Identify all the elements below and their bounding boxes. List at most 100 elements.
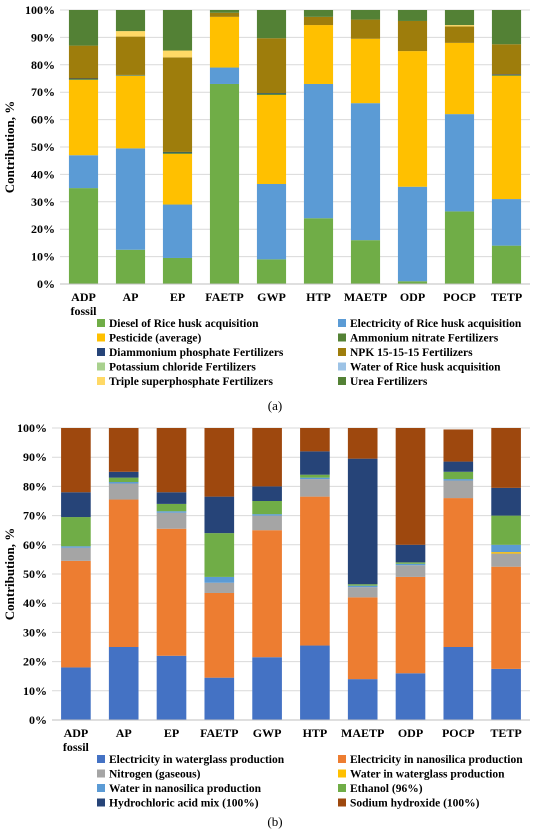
bar-a-4-0 — [256, 259, 287, 284]
bar-b-8-5 — [443, 471, 474, 480]
bar-a-1-0 — [115, 249, 146, 284]
x-tick-label-b-4-0: GWP — [253, 726, 282, 740]
bar-b-6-7 — [347, 428, 378, 459]
legend-swatch-b-0 — [97, 755, 105, 763]
y-tick-label-a-6: 60% — [31, 113, 55, 127]
bar-b-0-5 — [61, 517, 91, 547]
bar-b-6-0 — [347, 679, 378, 720]
x-tick-label-b-3-0: FAETP — [200, 726, 238, 740]
bar-a-9-0 — [491, 245, 522, 284]
bar-a-3-0 — [209, 83, 240, 284]
bar-b-4-6 — [252, 486, 282, 501]
bar-a-9-2 — [491, 75, 522, 200]
bar-a-4-9 — [256, 10, 287, 39]
bar-a-6-2 — [350, 38, 381, 104]
legend-swatch-a-1 — [338, 319, 346, 327]
bar-a-1-1 — [115, 148, 146, 250]
bar-b-5-7 — [300, 428, 330, 452]
y-tick-label-a-8: 80% — [31, 58, 55, 72]
bar-b-0-6 — [61, 492, 91, 518]
x-tick-label-a-8-0: POCP — [443, 290, 476, 304]
legend-label-b-0: Electricity in waterglass production — [109, 754, 285, 766]
bar-b-1-0 — [108, 647, 139, 720]
legend-label-b-7: Sodium hydroxide (100%) — [350, 798, 480, 810]
bar-b-4-1 — [252, 530, 282, 658]
legend-swatch-a-6 — [97, 362, 105, 371]
bar-a-0-2 — [68, 79, 99, 156]
bar-a-0-5 — [68, 45, 99, 79]
bar-b-0-7 — [61, 428, 91, 493]
bar-b-4-0 — [252, 657, 282, 720]
chart-panel-a: 0% 10% 20% 30% 40% 50% 60% 70% 80% 90% 100% ADPfoss… — [2, 3, 530, 413]
legend-label-b-4: Water in nanosilica production — [109, 783, 262, 795]
bar-b-9-4 — [491, 544, 521, 553]
bar-a-4-1 — [256, 183, 287, 260]
x-tick-label-a-3-0: FAETP — [205, 290, 243, 304]
legend-label-b-3: Water in waterglass production — [350, 769, 505, 781]
bar-a-1-3 — [115, 75, 146, 76]
bar-a-5-5 — [303, 16, 334, 26]
x-tick-label-a-6-0: MAETP — [344, 290, 387, 304]
legend-swatch-a-8 — [97, 377, 105, 385]
bar-a-6-5 — [350, 19, 381, 39]
bar-a-0-4 — [68, 78, 99, 80]
bar-b-1-6 — [108, 471, 139, 478]
bar-a-3-1 — [209, 67, 240, 84]
x-tick-label-b-2-0: EP — [164, 726, 179, 740]
bar-a-6-1 — [350, 103, 381, 241]
x-tick-label-a-4-0: GWP — [257, 290, 286, 304]
x-tick-label-a-1-0: AP — [123, 290, 139, 304]
bar-b-3-1 — [204, 592, 235, 678]
bar-b-8-4 — [443, 479, 474, 481]
bar-b-7-5 — [395, 562, 426, 564]
bar-a-8-2 — [444, 42, 475, 115]
bar-b-2-1 — [156, 528, 187, 656]
legend-label-b-6: Hydrochloric acid mix (100%) — [109, 798, 259, 810]
legend-label-a-2: Pesticide (average) — [109, 333, 201, 345]
y-tick-label-b-1: 10% — [23, 684, 47, 698]
bar-b-5-6 — [300, 451, 330, 475]
bar-a-2-9 — [162, 10, 193, 51]
y-tick-label-b-5: 50% — [23, 567, 47, 581]
bar-b-7-4 — [395, 563, 426, 566]
bar-a-7-2 — [397, 51, 428, 187]
bar-a-8-9 — [444, 10, 475, 26]
bar-a-8-1 — [444, 114, 475, 212]
bar-a-2-2 — [162, 153, 193, 205]
y-tick-label-a-5: 50% — [31, 140, 55, 154]
legend-label-a-1: Electricity of Rice husk acquisition — [350, 318, 522, 330]
x-tick-label-b-1-0: AP — [116, 726, 132, 740]
bar-a-7-9 — [397, 10, 428, 21]
bar-a-7-0 — [397, 281, 428, 284]
bar-a-2-1 — [162, 204, 193, 258]
bar-b-8-6 — [443, 461, 474, 472]
bar-b-1-7 — [108, 428, 139, 472]
bar-b-7-0 — [395, 673, 426, 720]
bar-a-5-0 — [303, 218, 334, 284]
bar-b-3-5 — [204, 533, 235, 577]
bar-a-8-8 — [444, 25, 475, 27]
bar-a-0-1 — [68, 155, 99, 189]
bar-a-2-4 — [162, 151, 193, 153]
legend-swatch-b-1 — [338, 755, 346, 763]
bar-a-6-0 — [350, 240, 381, 284]
bar-b-2-7 — [156, 428, 187, 493]
legend-label-a-8: Triple superphosphate Fertilizers — [109, 376, 273, 388]
legend-swatch-b-3 — [338, 769, 346, 778]
panel-label-a: (a) — [268, 398, 282, 413]
legend-label-a-5: NPK 15-15-15 Fertilizers — [350, 347, 473, 359]
y-axis-title-a: Contribution, % — [2, 101, 17, 193]
y-tick-label-b-6: 60% — [23, 538, 47, 552]
legend-swatch-b-6 — [97, 798, 105, 807]
bar-a-9-4 — [491, 74, 522, 75]
bar-b-6-6 — [347, 458, 378, 585]
bar-a-2-8 — [162, 50, 193, 58]
bar-a-6-9 — [350, 10, 381, 20]
bar-a-0-0 — [68, 188, 99, 284]
bar-b-1-2 — [108, 483, 139, 500]
bar-a-1-8 — [115, 31, 146, 37]
bar-b-5-2 — [300, 479, 330, 497]
bar-a-3-5 — [209, 12, 240, 17]
bar-b-7-1 — [395, 576, 426, 674]
legend-label-b-2: Nitrogen (gaseous) — [109, 769, 201, 781]
